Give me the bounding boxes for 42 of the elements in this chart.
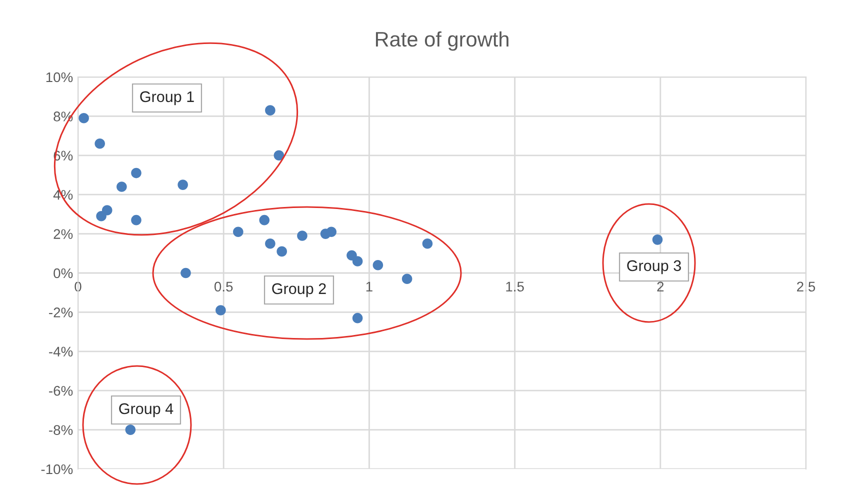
x-tick-label: 1.5: [506, 282, 524, 292]
point: [180, 268, 191, 278]
point: [274, 150, 284, 161]
point: [352, 312, 363, 324]
annotation: Group 4: [119, 403, 174, 418]
point: [352, 256, 363, 266]
point: [297, 230, 308, 241]
y-tick-label: -10%: [41, 464, 73, 474]
x-tick-label: 2: [657, 282, 664, 292]
point: [276, 246, 287, 257]
point: [652, 234, 663, 245]
point: [94, 138, 105, 149]
point: [216, 305, 226, 316]
point: [116, 182, 127, 192]
point: [402, 274, 412, 284]
point: [265, 105, 276, 116]
point: [422, 238, 433, 249]
y-tick-label: -2%: [49, 308, 73, 318]
point: [372, 260, 384, 270]
point: [78, 113, 89, 124]
x-tick-label: 2.5: [797, 282, 816, 292]
x-tick-label: 0.5: [214, 282, 233, 292]
y-tick-label: -8%: [49, 425, 73, 435]
point: [233, 226, 244, 237]
point: [178, 180, 188, 190]
point: [131, 214, 142, 226]
point: [265, 238, 276, 249]
point: [125, 424, 136, 435]
annotation: Group 3: [627, 260, 681, 274]
point: [326, 226, 336, 237]
annotation: Group 1: [140, 91, 194, 106]
y-tick-label: -4%: [49, 346, 73, 357]
y-tick-label: 0%: [54, 268, 73, 278]
annotation: Group 2: [272, 283, 326, 298]
y-tick-label: -6%: [49, 386, 73, 396]
y-tick-label: 2%: [54, 229, 73, 239]
point: [96, 211, 106, 222]
point: [131, 168, 142, 178]
x-tick-label: 1: [366, 282, 372, 292]
chart-title: Rate of growth: [376, 31, 508, 51]
y-tick-label: 10%: [46, 72, 73, 82]
point: [259, 214, 270, 226]
